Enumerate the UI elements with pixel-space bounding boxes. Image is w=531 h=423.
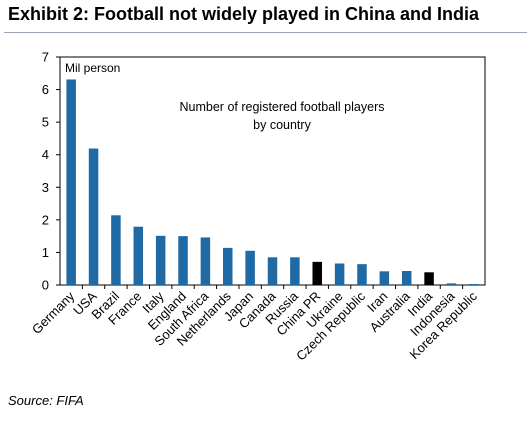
y-tick-label: 2 xyxy=(42,212,49,227)
bar-netherlands xyxy=(223,247,233,285)
bar-iran xyxy=(379,271,390,285)
y-tick-label: 7 xyxy=(42,50,49,65)
bar-indonesia xyxy=(446,283,457,285)
exhibit-title: Exhibit 2: Football not widely played in… xyxy=(8,4,480,24)
bar-china-pr xyxy=(312,261,322,285)
bar-brazil xyxy=(111,215,121,285)
title-divider xyxy=(4,32,527,33)
x-tick-label: Germany xyxy=(29,288,78,337)
bar-usa xyxy=(88,148,99,285)
y-tick-label: 3 xyxy=(42,180,49,195)
bar-south-africa xyxy=(200,237,211,285)
x-axis-labels: GermanyUSABrazilFranceItalyEnglandSouth … xyxy=(29,285,480,364)
chart-annotation-line-1: Number of registered football players xyxy=(180,100,385,114)
bar-france xyxy=(133,226,144,285)
y-tick-label: 0 xyxy=(42,278,49,293)
y-tick-label: 6 xyxy=(42,82,49,97)
bar-canada xyxy=(267,257,278,285)
bar-india xyxy=(424,272,434,285)
bar-italy xyxy=(155,235,166,285)
bar-australia xyxy=(401,270,412,285)
bar-japan xyxy=(245,250,255,285)
bar-germany xyxy=(66,79,76,285)
bars xyxy=(66,79,479,285)
bar-russia xyxy=(290,257,300,285)
y-axis: 0 1 2 3 4 5 6 7 xyxy=(42,50,60,293)
bar-england xyxy=(178,236,188,285)
y-tick-label: 4 xyxy=(42,147,49,162)
bar-korea-republic xyxy=(469,284,479,285)
bar-czech-republic xyxy=(357,264,367,285)
source-note: Source: FIFA xyxy=(8,393,84,408)
plot-frame xyxy=(59,56,486,286)
unit-label: Mil person xyxy=(65,61,120,75)
chart-annotation-line-2: by country xyxy=(253,118,311,132)
y-tick-label: 5 xyxy=(42,115,49,130)
bar-ukraine xyxy=(334,263,345,285)
y-tick-label: 1 xyxy=(42,245,49,260)
